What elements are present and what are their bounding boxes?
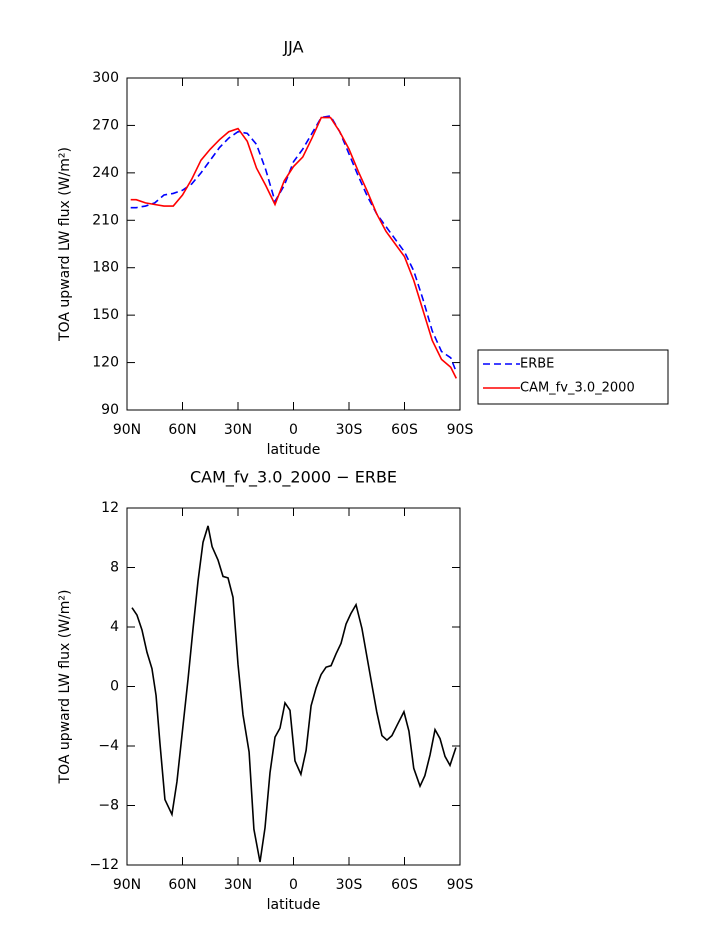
y-axis-label: TOA upward LW flux (W/m²)	[57, 147, 73, 342]
x-tick-label: 30S	[336, 422, 363, 438]
x-tick-label: 0	[289, 422, 298, 438]
x-tick-label: 60S	[391, 422, 418, 438]
y-tick-label: 300	[92, 70, 119, 86]
x-tick-label: 90S	[447, 877, 474, 893]
y-axis-label: TOA upward LW flux (W/m²)	[57, 590, 73, 785]
y-tick-label: −4	[98, 738, 119, 754]
x-tick-label: 60N	[168, 877, 196, 893]
y-tick-label: 0	[110, 679, 119, 695]
legend-label: CAM_fv_3.0_2000	[520, 381, 635, 396]
legend-label: ERBE	[520, 357, 554, 372]
y-tick-label: 8	[110, 560, 119, 576]
y-tick-label: 240	[92, 165, 119, 181]
y-tick-label: 12	[101, 500, 119, 516]
x-tick-label: 0	[289, 877, 298, 893]
x-tick-label: 30N	[224, 877, 252, 893]
x-tick-label: 60N	[168, 422, 196, 438]
y-tick-label: 4	[110, 619, 119, 635]
x-tick-label: 90N	[113, 422, 141, 438]
y-tick-label: 180	[92, 260, 119, 276]
legend-box	[477, 349, 669, 405]
y-tick-label: 90	[101, 402, 119, 418]
plot-frame	[126, 507, 461, 866]
x-tick-label: 90N	[113, 877, 141, 893]
y-tick-label: −12	[89, 857, 119, 873]
x-tick-label: 30N	[224, 422, 252, 438]
data-line	[130, 115, 458, 373]
x-axis-label: latitude	[267, 897, 321, 913]
x-tick-label: 60S	[391, 877, 418, 893]
y-tick-label: 120	[92, 355, 119, 371]
y-tick-label: 210	[92, 212, 119, 228]
x-axis-label: latitude	[267, 442, 321, 458]
y-tick-label: 150	[92, 307, 119, 323]
data-line	[131, 525, 457, 863]
x-tick-label: 30S	[336, 877, 363, 893]
plot-frame	[126, 77, 461, 411]
x-tick-label: 90S	[447, 422, 474, 438]
chart-title: CAM_fv_3.0_2000 − ERBE	[190, 468, 397, 488]
y-tick-label: 270	[92, 117, 119, 133]
chart-title: JJA	[282, 38, 303, 57]
y-tick-label: −8	[98, 798, 119, 814]
data-line	[130, 116, 458, 379]
